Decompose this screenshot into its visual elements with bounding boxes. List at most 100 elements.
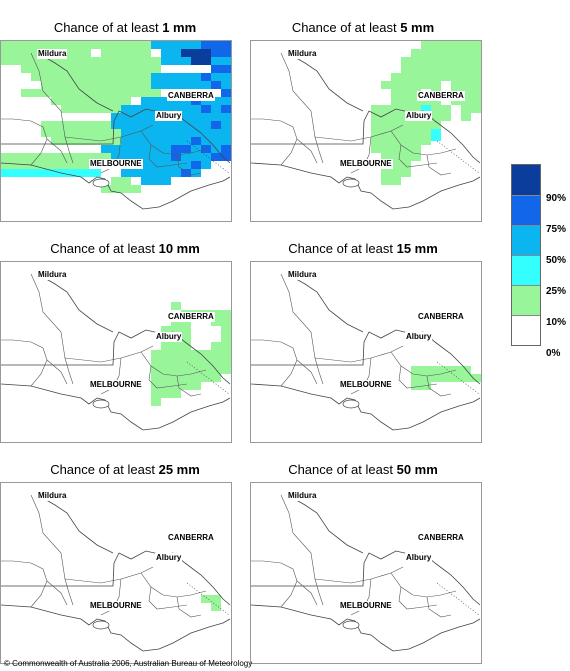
probability-cell [171, 57, 181, 65]
probability-cell [411, 57, 421, 65]
probability-cell [161, 105, 171, 113]
probability-cell [471, 105, 481, 113]
probability-cell [61, 73, 71, 81]
probability-cell [391, 145, 401, 153]
probability-cell [201, 358, 211, 366]
probability-cell [31, 169, 41, 177]
probability-cell [191, 358, 201, 366]
city-label-mildura: Mildura [37, 49, 68, 59]
probability-cell [391, 137, 401, 145]
probability-cell [371, 137, 381, 145]
probability-cell [141, 113, 151, 121]
probability-cell [101, 41, 111, 49]
probability-cell [441, 105, 451, 113]
probability-cell [81, 65, 91, 73]
legend-swatch-75 [512, 195, 540, 225]
river-line [40, 496, 114, 554]
probability-cell [201, 153, 211, 161]
probability-cell [151, 350, 161, 358]
probability-cell [211, 65, 221, 73]
probability-cell [171, 326, 181, 334]
probability-cell [151, 169, 161, 177]
probability-cell [421, 129, 431, 137]
city-label-canberra: CANBERRA [167, 533, 215, 543]
probability-cell [161, 129, 171, 137]
probability-cell [161, 366, 171, 374]
probability-cell [201, 97, 211, 105]
probability-cell [151, 65, 161, 73]
probability-cell [21, 169, 31, 177]
city-label-melbourne: MELBOURNE [89, 159, 143, 169]
probability-cell [81, 137, 91, 145]
coastline [1, 383, 231, 431]
probability-cell [221, 318, 231, 326]
probability-cell [141, 177, 151, 185]
probability-cell [101, 137, 111, 145]
city-label-albury: Albury [405, 553, 433, 563]
probability-cell [201, 41, 211, 49]
probability-cell [411, 105, 421, 113]
probability-cell [101, 185, 111, 193]
city-label-albury: Albury [155, 111, 183, 121]
probability-cell [411, 121, 421, 129]
district-boundary [140, 572, 207, 598]
probability-cell [91, 105, 101, 113]
probability-cell [191, 161, 201, 169]
probability-cell [221, 49, 231, 57]
probability-cell [61, 161, 71, 169]
probability-cell [21, 57, 31, 65]
coastline [251, 162, 481, 210]
probability-cell [51, 161, 61, 169]
probability-cell [211, 137, 221, 145]
city-label-albury: Albury [155, 553, 183, 563]
probability-cell [411, 49, 421, 57]
probability-cell [71, 73, 81, 81]
probability-cell [211, 310, 221, 318]
panel-title-1mm: Chance of at least 1 mm [53, 20, 197, 35]
probability-cell [61, 169, 71, 177]
probability-cell [201, 73, 211, 81]
probability-cell [131, 49, 141, 57]
district-boundary [390, 572, 457, 598]
map-outline [251, 41, 481, 210]
probability-cell [151, 41, 161, 49]
probability-cell [121, 41, 131, 49]
legend-label-75: 75% [546, 224, 567, 235]
probability-cell [391, 161, 401, 169]
probability-cell [1, 161, 11, 169]
probability-cell [441, 113, 451, 121]
probability-cell [421, 121, 431, 129]
probability-cell [191, 169, 201, 177]
coastline [1, 162, 231, 210]
panel-title-50mm: Chance of at least 50 mm [288, 462, 438, 477]
district-boundary [46, 580, 68, 606]
probability-cell [101, 49, 111, 57]
map-50mm: Mildura CANBERRA Albury MELBOURNE [250, 482, 482, 664]
probability-cell [441, 49, 451, 57]
probability-cell [221, 145, 231, 153]
probability-cell [121, 129, 131, 137]
probability-cell [171, 137, 181, 145]
copyright-footer: © Commonwealth of Australia 2006, Austra… [4, 659, 253, 668]
probability-cell [101, 129, 111, 137]
probability-cell [161, 41, 171, 49]
panel-title-25mm: Chance of at least 25 mm [50, 462, 200, 477]
legend-swatch-25 [512, 255, 540, 285]
district-boundary [176, 596, 202, 618]
probability-cell [451, 57, 461, 65]
probability-cell [191, 137, 201, 145]
probability-cell [121, 113, 131, 121]
probability-cell [471, 65, 481, 73]
probability-cell [81, 97, 91, 105]
probability-cell [181, 326, 191, 334]
probability-cell [191, 145, 201, 153]
probability-cell [181, 161, 191, 169]
probability-cell [461, 41, 471, 49]
probability-cell [191, 113, 201, 121]
probability-cell [51, 73, 61, 81]
probability-cell [181, 169, 191, 177]
probability-cell [221, 121, 231, 129]
probability-cell [181, 350, 191, 358]
map-outline [251, 273, 481, 431]
probability-cell [151, 129, 161, 137]
